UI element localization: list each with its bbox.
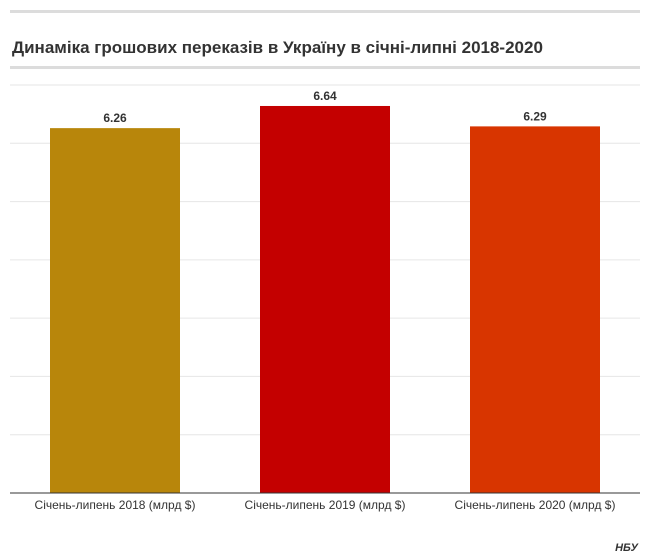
bars [50, 105, 600, 494]
x-tick-label: Січень-липень 2020 (млрд $) [455, 498, 616, 512]
x-tick-label: Січень-липень 2019 (млрд $) [245, 498, 406, 512]
bar [260, 105, 390, 494]
top-divider [10, 10, 640, 13]
data-labels: 6.26 6.64 6.29 [103, 89, 547, 125]
bar [470, 126, 600, 493]
data-label: 6.29 [523, 109, 547, 123]
title-divider [10, 66, 640, 69]
source-label: НБУ [615, 542, 638, 554]
x-tick-label: Січень-липень 2018 (млрд $) [35, 498, 196, 512]
bar [50, 128, 180, 494]
chart-title: Динаміка грошових переказів в Україну в … [12, 38, 543, 57]
x-tick-labels: Січень-липень 2018 (млрд $) Січень-липень… [35, 498, 616, 512]
data-label: 6.64 [313, 89, 337, 103]
data-label: 6.26 [103, 111, 127, 125]
